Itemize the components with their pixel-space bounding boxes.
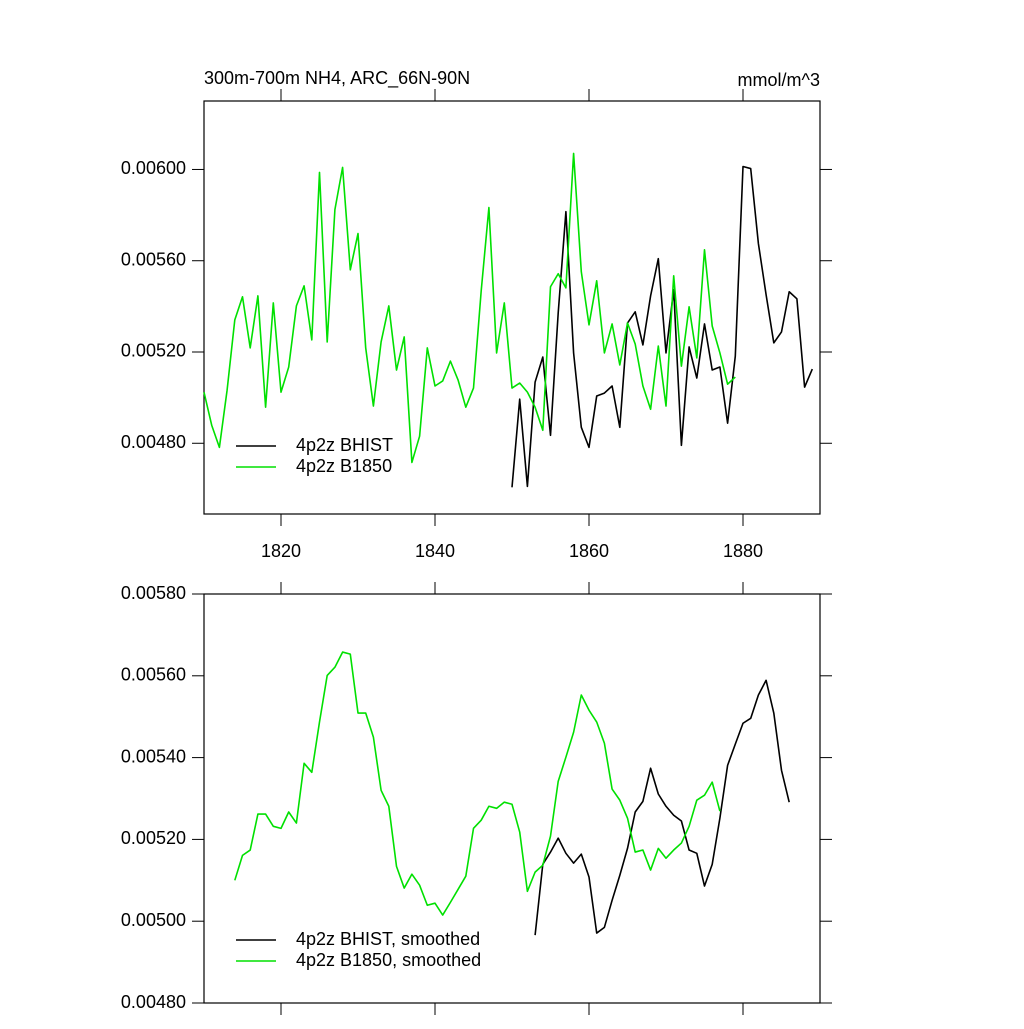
y-tick-label: 0.00520 [121, 828, 186, 848]
legend-label: 4p2z B1850, smoothed [296, 950, 481, 970]
series-line [234, 651, 721, 916]
y-tick-label: 0.00480 [121, 432, 186, 452]
x-tick-label: 1840 [415, 541, 455, 561]
x-tick-label: 1860 [569, 541, 609, 561]
chart-title: 300m-700m NH4, ARC_66N-90N [204, 68, 470, 89]
plot-frame [203, 593, 821, 1004]
x-tick-label: 1820 [261, 541, 301, 561]
y-tick-label: 0.00560 [121, 249, 186, 269]
plot-frame [203, 100, 821, 515]
series-line [511, 165, 814, 488]
series-line [534, 679, 790, 936]
legend-label: 4p2z BHIST, smoothed [296, 929, 480, 949]
y-tick-label: 0.00500 [121, 910, 186, 930]
y-tick-label: 0.00480 [121, 992, 186, 1012]
units-label: mmol/m^3 [738, 70, 820, 90]
y-tick-label: 0.00560 [121, 665, 186, 685]
legend-label: 4p2z B1850 [296, 456, 392, 476]
y-tick-label: 0.00520 [121, 341, 186, 361]
series-line [203, 152, 736, 464]
y-tick-label: 0.00580 [121, 583, 186, 603]
legend-label: 4p2z BHIST [296, 435, 393, 455]
x-tick-label: 1880 [723, 541, 763, 561]
y-tick-label: 0.00600 [121, 158, 186, 178]
y-tick-label: 0.00540 [121, 746, 186, 766]
